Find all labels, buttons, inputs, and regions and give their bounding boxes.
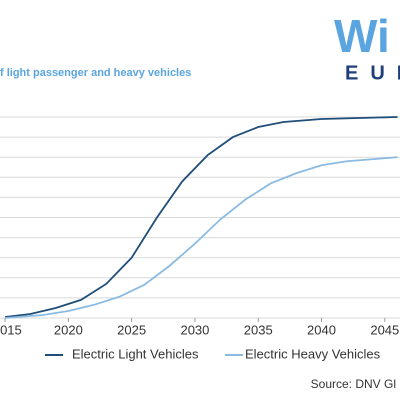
- x-tick-label: 2045: [370, 322, 399, 337]
- source: Source: DNV Gl: [311, 377, 396, 391]
- x-tick-label: 2040: [307, 322, 336, 337]
- logo-top: Wi: [334, 10, 390, 62]
- x-tick-label: 2030: [180, 322, 209, 337]
- x-tick-label: 015: [0, 322, 22, 337]
- x-tick-label: 2025: [117, 322, 146, 337]
- legend-label: Electric Heavy Vehicles: [245, 346, 381, 361]
- chart-subtitle: f light passenger and heavy vehicles: [0, 67, 191, 79]
- x-tick-label: 2035: [244, 322, 273, 337]
- line: [4, 116, 398, 318]
- logo-bottom: EUR: [345, 62, 400, 84]
- legend-label: Electric Light Vehicles: [72, 346, 199, 361]
- line: [4, 156, 398, 319]
- x-tick-label: 2020: [54, 322, 83, 337]
